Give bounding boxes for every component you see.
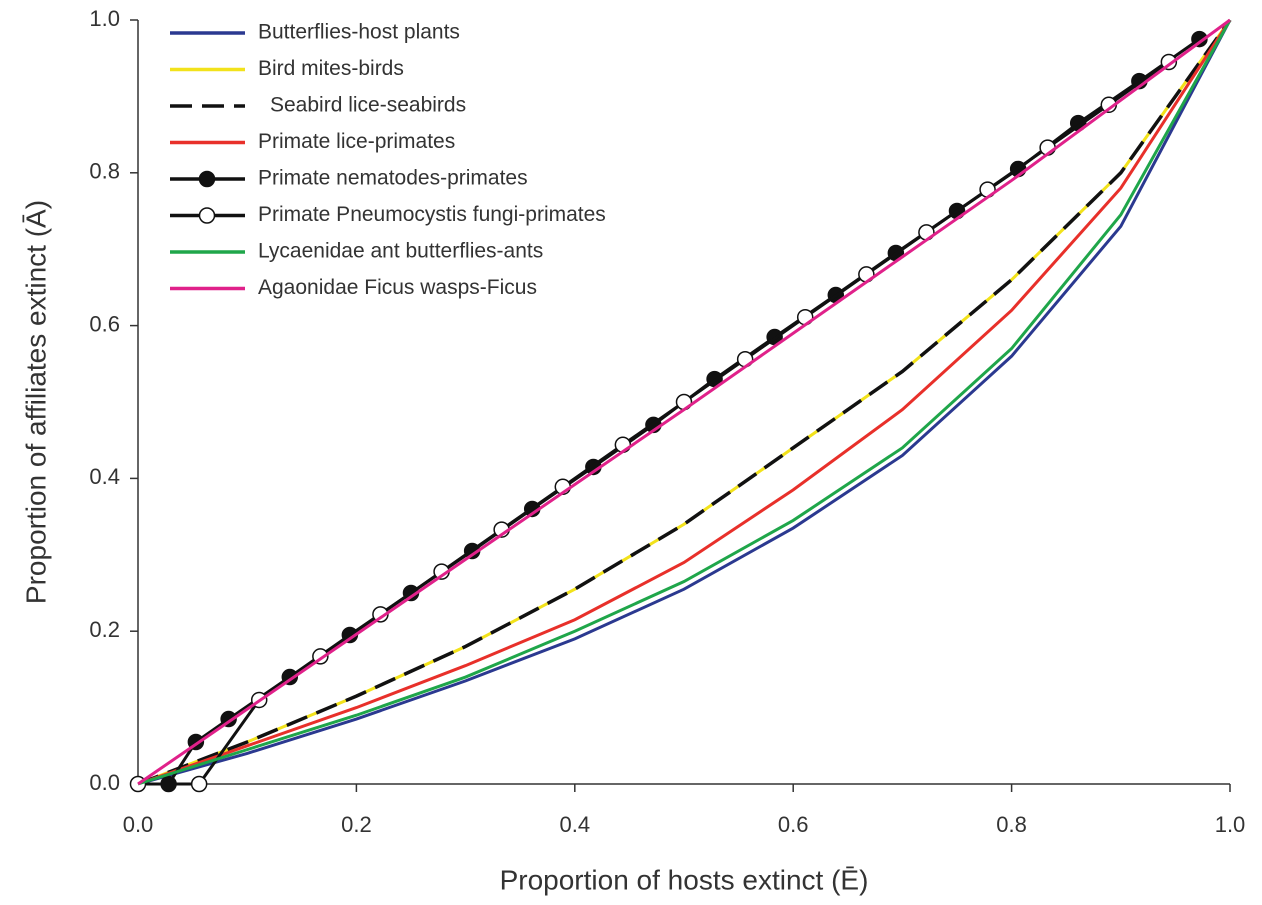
y-tick-label: 1.0 xyxy=(89,6,120,31)
legend-label: Lycaenidae ant butterflies-ants xyxy=(258,240,543,263)
y-tick-label: 0.2 xyxy=(89,617,120,642)
series-line xyxy=(137,19,1232,786)
y-tick-label: 0.0 xyxy=(89,770,120,795)
legend-label: Primate lice-primates xyxy=(258,130,455,153)
y-tick-label: 0.6 xyxy=(89,311,120,336)
x-tick-label: 0.8 xyxy=(996,812,1027,837)
x-axis-label: Proportion of hosts extinct (Ē) xyxy=(500,864,869,895)
legend-label: Seabird lice-seabirds xyxy=(270,94,466,117)
x-tick-label: 0.2 xyxy=(341,812,372,837)
legend-marker xyxy=(198,170,216,188)
y-tick-label: 0.8 xyxy=(89,159,120,184)
series-line xyxy=(137,18,1232,786)
legend-label: Butterflies-host plants xyxy=(258,21,460,44)
series-marker xyxy=(190,775,208,793)
y-axis-label: Proportion of affiliates extinct (Ā) xyxy=(20,200,51,604)
x-tick-label: 0.4 xyxy=(560,812,591,837)
series-line xyxy=(137,19,1232,786)
x-tick-label: 0.0 xyxy=(123,812,154,837)
y-tick-label: 0.4 xyxy=(89,464,120,489)
legend-marker xyxy=(198,207,216,224)
legend-label: Bird mites-birds xyxy=(258,57,404,80)
series-line xyxy=(137,18,1231,786)
series-line xyxy=(138,60,1170,786)
series-marker xyxy=(1191,30,1208,48)
series-marker xyxy=(1160,53,1178,71)
legend-label: Primate Pneumocystis fungi-primates xyxy=(258,203,606,226)
x-tick-label: 0.6 xyxy=(778,812,809,837)
series-line xyxy=(137,19,1232,786)
legend-label: Primate nematodes-primates xyxy=(258,167,528,190)
x-tick-label: 1.0 xyxy=(1215,812,1246,837)
legend-label: Agaonidae Ficus wasps-Ficus xyxy=(258,276,537,299)
